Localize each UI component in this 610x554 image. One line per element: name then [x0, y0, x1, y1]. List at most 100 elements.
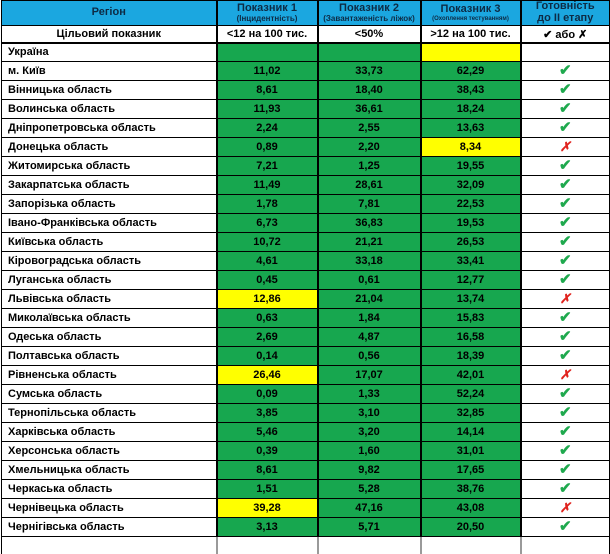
- readiness-cell: ✔: [519, 402, 610, 423]
- partial-cell: [316, 535, 421, 554]
- indicator-value-cell: 20,50: [419, 516, 521, 537]
- check-icon: ✔: [558, 422, 572, 440]
- indicator-value-cell: [419, 42, 521, 62]
- check-icon: ✔: [558, 61, 572, 79]
- region-row: Херсонська область 0,39 1,60 31,01 ✔: [1, 440, 610, 461]
- readiness-cell: ✔: [519, 307, 610, 328]
- region-name-cell: Житомирська область: [1, 155, 217, 176]
- indicator-value-cell: 0,89: [215, 136, 318, 157]
- indicator-value-cell: 11,93: [215, 98, 318, 119]
- check-icon: ✔: [558, 251, 572, 269]
- indicator-value-cell: 1,25: [316, 155, 421, 176]
- readiness-cell: ✔: [519, 212, 610, 233]
- indicator-value-cell: 5,71: [316, 516, 421, 537]
- readiness-cell: ✔: [519, 478, 610, 499]
- indicator-value-cell: 39,28: [215, 497, 318, 518]
- indicator-value-cell: 38,43: [419, 79, 521, 100]
- region-name-cell: Кіровоградська область: [1, 250, 217, 271]
- cross-icon: ✗: [559, 366, 571, 382]
- indicator-value-cell: 11,49: [215, 174, 318, 195]
- region-name-cell: Черкаська область: [1, 478, 217, 499]
- indicator-value-cell: 4,61: [215, 250, 318, 271]
- region-row: Полтавська область 0,14 0,56 18,39 ✔: [1, 345, 610, 366]
- column-header-readiness: Готовність до ІІ етапу: [519, 0, 610, 26]
- check-icon: ✔: [558, 80, 572, 98]
- indicator-value-cell: 19,53: [419, 212, 521, 233]
- indicator-value-cell: 62,29: [419, 60, 521, 81]
- indicator-value-cell: 8,34: [419, 136, 521, 157]
- check-icon: ✔: [558, 479, 572, 497]
- partial-cell: [215, 535, 318, 554]
- indicator-value-cell: 9,82: [316, 459, 421, 480]
- indicator-value-cell: 32,85: [419, 402, 521, 423]
- region-row: Вінницька область 8,61 18,40 38,43 ✔: [1, 79, 610, 100]
- readiness-cell: ✗: [519, 364, 610, 385]
- indicator-value-cell: 7,21: [215, 155, 318, 176]
- indicator-value-cell: 3,20: [316, 421, 421, 442]
- target-row-label: Цільовий показник: [1, 25, 217, 44]
- column-header-indicator2: Показник 2 (Завантаженість ліжок): [316, 0, 421, 26]
- partial-row: [1, 535, 610, 554]
- region-name-cell: Вінницька область: [1, 79, 217, 100]
- region-row: Львівська область 12,86 21,04 13,74 ✗: [1, 288, 610, 309]
- indicator-value-cell: 16,58: [419, 326, 521, 347]
- check-icon: ✔: [558, 384, 572, 402]
- indicator-value-cell: 36,83: [316, 212, 421, 233]
- column-header-indicator3: Показник 3 (Охоплення тестуванням): [419, 0, 521, 26]
- region-name-cell: Рівненська область: [1, 364, 217, 385]
- indicator-value-cell: 6,73: [215, 212, 318, 233]
- indicator-value-cell: 0,56: [316, 345, 421, 366]
- readiness-cell: ✔: [519, 60, 610, 81]
- region-row: Івано-Франківська область 6,73 36,83 19,53 ✔: [1, 212, 610, 233]
- indicator-value-cell: 15,83: [419, 307, 521, 328]
- readiness-cell: ✔: [519, 250, 610, 271]
- readiness-cell: ✔: [519, 193, 610, 214]
- readiness-cell: ✔: [519, 79, 610, 100]
- partial-cell: [419, 535, 521, 554]
- region-name-cell: Київська область: [1, 231, 217, 252]
- region-row: Одеська область 2,69 4,87 16,58 ✔: [1, 326, 610, 347]
- indicator-value-cell: 2,24: [215, 117, 318, 138]
- indicator-value-cell: 18,39: [419, 345, 521, 366]
- column-header-indicator1: Показник 1 (Інцидентність): [215, 0, 318, 26]
- region-row: Запорізька область 1,78 7,81 22,53 ✔: [1, 193, 610, 214]
- indicator-value-cell: 0,09: [215, 383, 318, 404]
- readiness-cell: ✔: [519, 269, 610, 290]
- check-icon: ✔: [558, 194, 572, 212]
- indicator-value-cell: 13,74: [419, 288, 521, 309]
- region-name-cell: Одеська область: [1, 326, 217, 347]
- column-title: Готовність: [535, 0, 595, 13]
- indicator-value-cell: [316, 42, 421, 62]
- readiness-cell: ✗: [519, 497, 610, 518]
- indicator-value-cell: 10,72: [215, 231, 318, 252]
- region-row: Київська область 10,72 21,21 26,53 ✔: [1, 231, 610, 252]
- target-value-indicator2: <50%: [316, 25, 421, 44]
- indicator-value-cell: 18,40: [316, 79, 421, 100]
- region-row: Харківська область 5,46 3,20 14,14 ✔: [1, 421, 610, 442]
- readiness-cell: ✔: [519, 516, 610, 537]
- region-name-cell: Харківська область: [1, 421, 217, 442]
- indicator-value-cell: 38,76: [419, 478, 521, 499]
- indicator-value-cell: 8,61: [215, 459, 318, 480]
- check-icon: ✔: [558, 327, 572, 345]
- indicator-value-cell: 1,84: [316, 307, 421, 328]
- indicator-value-cell: 36,61: [316, 98, 421, 119]
- region-row: Миколаївська область 0,63 1,84 15,83 ✔: [1, 307, 610, 328]
- indicator-value-cell: 18,24: [419, 98, 521, 119]
- region-name-cell: Херсонська область: [1, 440, 217, 461]
- readiness-cell: [519, 42, 610, 62]
- indicator-value-cell: 33,73: [316, 60, 421, 81]
- indicator-value-cell: 19,55: [419, 155, 521, 176]
- indicator-value-cell: 5,28: [316, 478, 421, 499]
- readiness-cell: ✔: [519, 383, 610, 404]
- indicator-value-cell: 11,02: [215, 60, 318, 81]
- indicator-value-cell: 1,33: [316, 383, 421, 404]
- check-icon: ✔: [558, 403, 572, 421]
- region-row: Тернопільська область 3,85 3,10 32,85 ✔: [1, 402, 610, 423]
- indicator-value-cell: 26,46: [215, 364, 318, 385]
- indicator-value-cell: 28,61: [316, 174, 421, 195]
- column-title: Показник 3: [440, 3, 501, 16]
- check-icon: ✔: [558, 213, 572, 231]
- region-name-cell: Чернігівська область: [1, 516, 217, 537]
- readiness-cell: ✔: [519, 326, 610, 347]
